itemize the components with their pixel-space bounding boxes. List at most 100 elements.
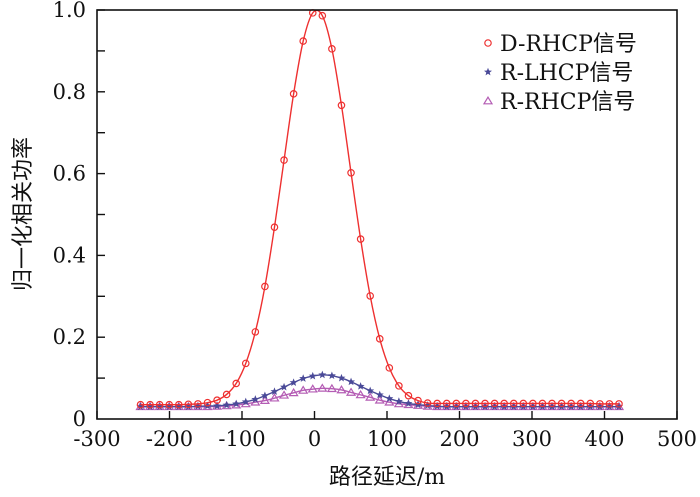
data-point-star	[615, 402, 623, 411]
data-point-circle	[366, 292, 374, 300]
data-point-circle	[596, 400, 604, 408]
data-point-circle	[548, 399, 556, 408]
y-tick-label: 0.8	[53, 80, 86, 104]
y-tick-label: 1.0	[53, 0, 86, 22]
series-star	[136, 370, 623, 411]
data-point-star	[299, 374, 308, 382]
plot-marks	[135, 9, 625, 411]
data-point-star	[241, 397, 250, 406]
data-point-circle	[203, 398, 212, 407]
data-point-star	[193, 402, 202, 410]
data-point-circle	[433, 399, 441, 408]
data-point-star	[260, 391, 269, 400]
data-point-circle	[347, 168, 355, 177]
data-point-star	[356, 382, 365, 390]
data-point-star	[155, 402, 164, 411]
legend-label: R-LHCP信号	[500, 61, 633, 86]
data-point-star	[605, 402, 614, 411]
data-point-star	[165, 402, 174, 411]
data-point-circle	[328, 45, 336, 53]
data-point-star	[222, 400, 231, 409]
data-point-star	[366, 386, 375, 395]
data-point-star	[404, 399, 413, 407]
data-point-circle	[490, 399, 499, 408]
data-point-circle	[481, 399, 489, 408]
data-point-circle	[395, 382, 403, 390]
data-point-circle	[356, 235, 365, 243]
data-point-star	[251, 395, 260, 403]
axes: -300 -200 -100 0 100 200 300 400 500 0 0.2 0.4 0.6 0.…	[53, 0, 697, 451]
data-point-star	[484, 67, 492, 76]
y-tick-label: 0.6	[53, 162, 86, 186]
data-point-circle	[471, 399, 480, 408]
data-point-circle	[414, 396, 422, 405]
data-point-circle	[165, 400, 174, 409]
data-point-star	[184, 402, 193, 411]
data-point-star	[595, 402, 604, 411]
data-point-triangle	[355, 389, 366, 399]
data-point-circle	[280, 156, 288, 164]
data-point-circle	[452, 399, 461, 408]
data-point-circle	[586, 399, 595, 408]
data-point-circle	[270, 223, 279, 231]
data-point-star	[280, 382, 289, 391]
data-point-circle	[184, 400, 193, 409]
data-point-circle	[155, 400, 164, 409]
data-point-star	[289, 378, 298, 386]
data-point-triangle	[288, 387, 299, 397]
x-tick-label: 400	[584, 427, 624, 451]
data-point-circle	[299, 37, 307, 45]
x-axis-label: 路径延迟/m	[329, 465, 445, 490]
data-point-star	[327, 371, 336, 380]
legend-item: R-LHCP信号	[484, 61, 633, 86]
data-point-star	[318, 370, 327, 379]
data-point-circle	[136, 400, 145, 409]
data-point-circle	[232, 379, 241, 388]
data-point-triangle	[384, 397, 395, 406]
x-tick-label: 0	[308, 427, 321, 451]
data-point-star	[433, 402, 442, 410]
x-tick-label: 100	[367, 427, 407, 451]
data-point-circle	[337, 101, 346, 110]
data-point-circle	[375, 335, 384, 343]
y-tick-label: 0	[73, 407, 86, 431]
data-point-star	[174, 402, 183, 411]
data-point-triangle	[326, 383, 337, 393]
data-point-circle	[529, 399, 537, 408]
data-point-circle	[385, 364, 394, 372]
data-point-triangle	[278, 390, 290, 399]
data-point-star	[146, 402, 155, 411]
data-point-circle	[318, 11, 327, 20]
data-point-circle	[194, 400, 202, 408]
data-point-star	[213, 401, 222, 410]
legend-item: R-RHCP信号	[482, 90, 635, 115]
legend-label: R-RHCP信号	[500, 90, 635, 115]
data-point-circle	[615, 400, 623, 408]
data-point-circle	[557, 399, 566, 408]
data-point-star	[347, 377, 356, 386]
data-point-circle	[538, 399, 547, 408]
data-point-star	[337, 373, 346, 382]
y-axis-label: 归一化相关功率	[11, 137, 36, 291]
data-point-circle	[423, 399, 432, 407]
x-tick-label: 300	[512, 427, 552, 451]
legend-label: D-RHCP信号	[500, 32, 637, 57]
data-point-circle	[462, 399, 470, 408]
x-tick-label: -100	[218, 427, 265, 451]
x-tick-label: -200	[146, 427, 193, 451]
data-point-triangle	[482, 96, 494, 105]
data-point-circle	[251, 328, 260, 336]
data-point-circle	[174, 400, 183, 409]
data-point-star	[136, 402, 145, 411]
data-point-triangle	[269, 393, 280, 402]
legend-item: D-RHCP信号	[484, 32, 637, 57]
data-point-circle	[605, 400, 614, 408]
data-point-star	[308, 371, 317, 380]
data-point-circle	[519, 399, 528, 408]
data-point-circle	[241, 359, 250, 368]
data-point-circle	[404, 391, 413, 400]
data-point-circle	[289, 90, 298, 98]
data-point-circle	[146, 400, 154, 409]
data-point-triangle	[307, 384, 318, 393]
data-point-circle	[222, 390, 231, 399]
